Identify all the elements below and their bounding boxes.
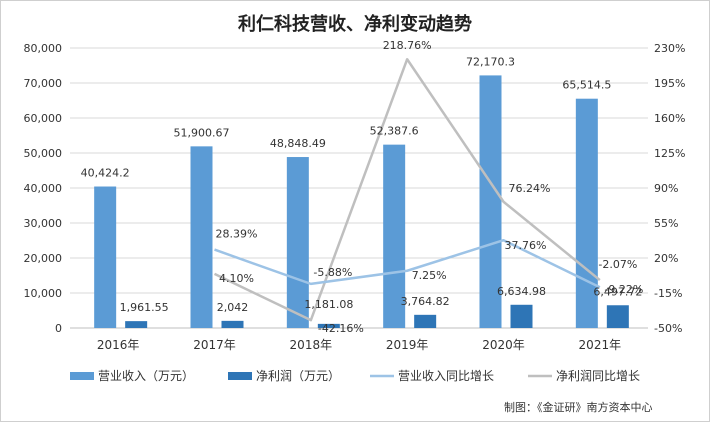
profit-growth-line bbox=[213, 57, 601, 322]
y-left-tick-label: 40,000 bbox=[24, 182, 63, 195]
y-left-tick-label: 80,000 bbox=[24, 42, 63, 55]
chart-credit: 制图：《金证研》南方资本中心 bbox=[504, 401, 653, 414]
revenue-data-label: 40,424.2 bbox=[81, 167, 130, 180]
profit-bar bbox=[317, 323, 340, 328]
y-right-tick-label: 230% bbox=[654, 42, 685, 55]
y-right-tick-label: -15% bbox=[654, 287, 682, 300]
profit-bar bbox=[125, 321, 148, 328]
y-right-tick-label: 125% bbox=[654, 147, 685, 160]
x-tick-label: 2019年 bbox=[386, 338, 429, 352]
revenue-data-label: 72,170.3 bbox=[466, 55, 515, 68]
y-right-tick-label: 160% bbox=[654, 112, 685, 125]
legend-swatch bbox=[228, 372, 252, 380]
revenue-growth-label: -5.88% bbox=[313, 266, 352, 279]
revenue-bar bbox=[94, 186, 117, 328]
y-left-tick-label: 30,000 bbox=[24, 217, 63, 230]
y-right-tick-label: 55% bbox=[654, 217, 678, 230]
y-left-tick-label: 10,000 bbox=[24, 287, 63, 300]
y-right-tick-label: 90% bbox=[654, 182, 678, 195]
y-left-tick-label: 50,000 bbox=[24, 147, 63, 160]
profit-growth-label: 4.10% bbox=[219, 272, 254, 285]
x-tick-label: 2016年 bbox=[97, 338, 140, 352]
revenue-bar bbox=[286, 157, 309, 328]
profit-data-label: 6,497.72 bbox=[593, 285, 642, 298]
legend-label: 营业收入同比增长 bbox=[398, 369, 494, 383]
profit-growth-label: 218.76% bbox=[383, 39, 432, 52]
profit-data-label: 1,961.55 bbox=[120, 301, 169, 314]
profit-data-label: 1,181.08 bbox=[304, 298, 353, 311]
x-tick-label: 2018年 bbox=[290, 338, 333, 352]
profit-data-label: 2,042 bbox=[217, 301, 249, 314]
y-left-tick-label: 0 bbox=[55, 322, 62, 335]
revenue-data-label: 65,514.5 bbox=[562, 79, 611, 92]
profit-bar bbox=[510, 304, 533, 328]
x-tick-label: 2017年 bbox=[193, 338, 236, 352]
revenue-growth-label: -9.22% bbox=[604, 283, 643, 296]
legend-label: 净利润同比增长 bbox=[556, 369, 640, 383]
revenue-bar bbox=[190, 146, 213, 328]
profit-bar bbox=[221, 320, 244, 328]
y-left-tick-label: 60,000 bbox=[24, 112, 63, 125]
legend-label: 净利润（万元） bbox=[256, 369, 340, 383]
revenue-data-label: 52,387.6 bbox=[370, 125, 419, 138]
profit-bar bbox=[606, 305, 629, 328]
revenue-data-label: 51,900.67 bbox=[174, 126, 230, 139]
profit-growth-label: 76.24% bbox=[509, 182, 551, 195]
chart-title: 利仁科技营收、净利变动趋势 bbox=[238, 14, 472, 35]
legend-label: 营业收入（万元） bbox=[98, 369, 194, 383]
profit-growth-label: -2.07% bbox=[598, 258, 637, 271]
legend-swatch bbox=[70, 372, 94, 380]
revenue-data-label: 48,848.49 bbox=[270, 137, 326, 150]
y-right-tick-label: -50% bbox=[654, 322, 682, 335]
revenue-bar bbox=[383, 144, 406, 328]
x-tick-label: 2021年 bbox=[579, 338, 622, 352]
y-left-tick-label: 20,000 bbox=[24, 252, 63, 265]
revenue-growth-label: 37.76% bbox=[505, 239, 547, 252]
revenue-growth-label: 28.39% bbox=[216, 228, 258, 241]
x-tick-label: 2020年 bbox=[482, 338, 525, 352]
profit-data-label: 3,764.82 bbox=[401, 295, 450, 308]
y-left-tick-label: 70,000 bbox=[24, 77, 63, 90]
y-right-tick-label: 195% bbox=[654, 77, 685, 90]
revenue-bar bbox=[479, 75, 502, 328]
y-right-tick-label: 20% bbox=[654, 252, 678, 265]
profit-bar bbox=[414, 314, 437, 328]
revenue-growth-label: 7.25% bbox=[412, 269, 447, 282]
revenue-growth-line bbox=[214, 238, 601, 289]
revenue-bar bbox=[575, 98, 598, 328]
profit-growth-label: -42.16% bbox=[318, 322, 364, 335]
profit-data-label: 6,634.98 bbox=[497, 285, 546, 298]
